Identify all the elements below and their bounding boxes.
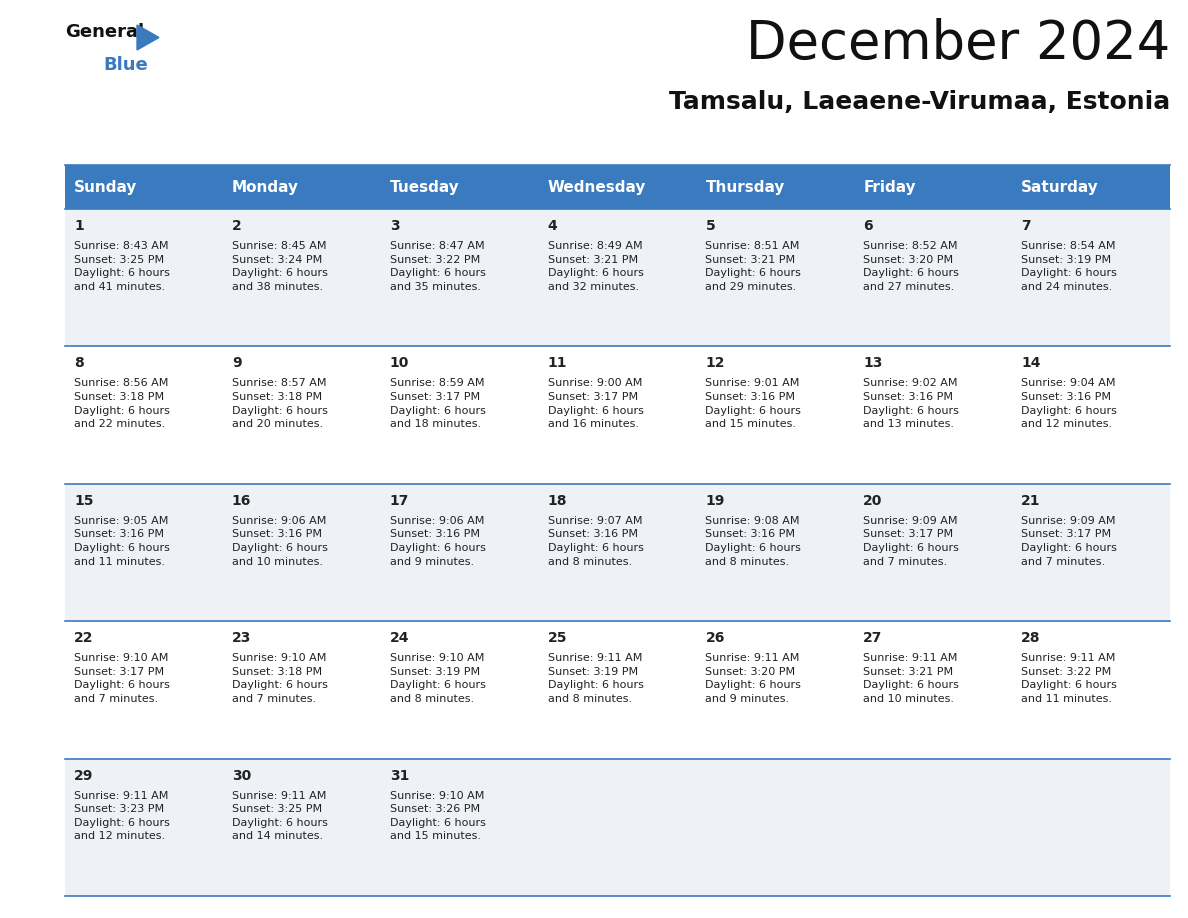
Text: 16: 16 <box>232 494 251 508</box>
Bar <box>696 165 854 209</box>
Text: Sunrise: 9:08 AM
Sunset: 3:16 PM
Daylight: 6 hours
and 8 minutes.: Sunrise: 9:08 AM Sunset: 3:16 PM Dayligh… <box>706 516 801 566</box>
Bar <box>223 165 380 209</box>
Bar <box>65 209 1170 346</box>
Bar <box>65 484 1170 621</box>
Bar <box>65 165 223 209</box>
Text: Sunrise: 9:02 AM
Sunset: 3:16 PM
Daylight: 6 hours
and 13 minutes.: Sunrise: 9:02 AM Sunset: 3:16 PM Dayligh… <box>864 378 959 430</box>
Text: Sunrise: 8:52 AM
Sunset: 3:20 PM
Daylight: 6 hours
and 27 minutes.: Sunrise: 8:52 AM Sunset: 3:20 PM Dayligh… <box>864 241 959 292</box>
Text: Sunrise: 9:10 AM
Sunset: 3:17 PM
Daylight: 6 hours
and 7 minutes.: Sunrise: 9:10 AM Sunset: 3:17 PM Dayligh… <box>74 654 170 704</box>
Text: Saturday: Saturday <box>1022 180 1099 195</box>
Text: 23: 23 <box>232 632 251 645</box>
Text: 26: 26 <box>706 632 725 645</box>
Text: 29: 29 <box>74 768 94 783</box>
Text: 22: 22 <box>74 632 94 645</box>
Text: 5: 5 <box>706 219 715 233</box>
Text: Sunrise: 9:06 AM
Sunset: 3:16 PM
Daylight: 6 hours
and 9 minutes.: Sunrise: 9:06 AM Sunset: 3:16 PM Dayligh… <box>390 516 486 566</box>
Text: Sunrise: 9:10 AM
Sunset: 3:26 PM
Daylight: 6 hours
and 15 minutes.: Sunrise: 9:10 AM Sunset: 3:26 PM Dayligh… <box>390 790 486 842</box>
Text: 8: 8 <box>74 356 83 370</box>
Text: 7: 7 <box>1022 219 1031 233</box>
Text: 14: 14 <box>1022 356 1041 370</box>
Text: Sunrise: 9:09 AM
Sunset: 3:17 PM
Daylight: 6 hours
and 7 minutes.: Sunrise: 9:09 AM Sunset: 3:17 PM Dayligh… <box>864 516 959 566</box>
Text: 11: 11 <box>548 356 567 370</box>
Bar <box>854 165 1012 209</box>
Text: Sunrise: 9:10 AM
Sunset: 3:19 PM
Daylight: 6 hours
and 8 minutes.: Sunrise: 9:10 AM Sunset: 3:19 PM Dayligh… <box>390 654 486 704</box>
Text: Monday: Monday <box>232 180 299 195</box>
Text: 3: 3 <box>390 219 399 233</box>
Text: Sunrise: 8:57 AM
Sunset: 3:18 PM
Daylight: 6 hours
and 20 minutes.: Sunrise: 8:57 AM Sunset: 3:18 PM Dayligh… <box>232 378 328 430</box>
Text: Sunrise: 9:06 AM
Sunset: 3:16 PM
Daylight: 6 hours
and 10 minutes.: Sunrise: 9:06 AM Sunset: 3:16 PM Dayligh… <box>232 516 328 566</box>
Text: 31: 31 <box>390 768 409 783</box>
Text: Sunrise: 9:11 AM
Sunset: 3:25 PM
Daylight: 6 hours
and 14 minutes.: Sunrise: 9:11 AM Sunset: 3:25 PM Dayligh… <box>232 790 328 842</box>
Bar <box>65 758 1170 896</box>
Text: 24: 24 <box>390 632 409 645</box>
Text: Sunrise: 8:43 AM
Sunset: 3:25 PM
Daylight: 6 hours
and 41 minutes.: Sunrise: 8:43 AM Sunset: 3:25 PM Dayligh… <box>74 241 170 292</box>
Text: Sunrise: 9:10 AM
Sunset: 3:18 PM
Daylight: 6 hours
and 7 minutes.: Sunrise: 9:10 AM Sunset: 3:18 PM Dayligh… <box>232 654 328 704</box>
Text: 1: 1 <box>74 219 83 233</box>
Text: 9: 9 <box>232 356 241 370</box>
Text: 19: 19 <box>706 494 725 508</box>
Text: 13: 13 <box>864 356 883 370</box>
Text: 2: 2 <box>232 219 241 233</box>
Text: Sunrise: 9:11 AM
Sunset: 3:23 PM
Daylight: 6 hours
and 12 minutes.: Sunrise: 9:11 AM Sunset: 3:23 PM Dayligh… <box>74 790 170 842</box>
Text: Sunrise: 8:56 AM
Sunset: 3:18 PM
Daylight: 6 hours
and 22 minutes.: Sunrise: 8:56 AM Sunset: 3:18 PM Dayligh… <box>74 378 170 430</box>
Bar <box>538 165 696 209</box>
Text: Sunrise: 8:51 AM
Sunset: 3:21 PM
Daylight: 6 hours
and 29 minutes.: Sunrise: 8:51 AM Sunset: 3:21 PM Dayligh… <box>706 241 801 292</box>
Text: Sunrise: 9:05 AM
Sunset: 3:16 PM
Daylight: 6 hours
and 11 minutes.: Sunrise: 9:05 AM Sunset: 3:16 PM Dayligh… <box>74 516 170 566</box>
Text: Friday: Friday <box>864 180 916 195</box>
Polygon shape <box>137 25 159 50</box>
Text: Sunrise: 8:47 AM
Sunset: 3:22 PM
Daylight: 6 hours
and 35 minutes.: Sunrise: 8:47 AM Sunset: 3:22 PM Dayligh… <box>390 241 486 292</box>
Bar <box>380 165 538 209</box>
Text: Thursday: Thursday <box>706 180 785 195</box>
Text: Sunrise: 8:45 AM
Sunset: 3:24 PM
Daylight: 6 hours
and 38 minutes.: Sunrise: 8:45 AM Sunset: 3:24 PM Dayligh… <box>232 241 328 292</box>
Text: 28: 28 <box>1022 632 1041 645</box>
Text: Blue: Blue <box>103 56 147 74</box>
Text: 6: 6 <box>864 219 873 233</box>
Text: 20: 20 <box>864 494 883 508</box>
Text: Sunday: Sunday <box>74 180 138 195</box>
Text: 25: 25 <box>548 632 567 645</box>
Text: 18: 18 <box>548 494 567 508</box>
Text: Sunrise: 8:49 AM
Sunset: 3:21 PM
Daylight: 6 hours
and 32 minutes.: Sunrise: 8:49 AM Sunset: 3:21 PM Dayligh… <box>548 241 644 292</box>
Text: Sunrise: 8:54 AM
Sunset: 3:19 PM
Daylight: 6 hours
and 24 minutes.: Sunrise: 8:54 AM Sunset: 3:19 PM Dayligh… <box>1022 241 1117 292</box>
Text: Sunrise: 9:07 AM
Sunset: 3:16 PM
Daylight: 6 hours
and 8 minutes.: Sunrise: 9:07 AM Sunset: 3:16 PM Dayligh… <box>548 516 644 566</box>
Text: Wednesday: Wednesday <box>548 180 646 195</box>
Text: 15: 15 <box>74 494 94 508</box>
Text: Sunrise: 9:11 AM
Sunset: 3:21 PM
Daylight: 6 hours
and 10 minutes.: Sunrise: 9:11 AM Sunset: 3:21 PM Dayligh… <box>864 654 959 704</box>
Text: Sunrise: 9:11 AM
Sunset: 3:19 PM
Daylight: 6 hours
and 8 minutes.: Sunrise: 9:11 AM Sunset: 3:19 PM Dayligh… <box>548 654 644 704</box>
Text: 17: 17 <box>390 494 409 508</box>
Text: 4: 4 <box>548 219 557 233</box>
Text: Sunrise: 9:01 AM
Sunset: 3:16 PM
Daylight: 6 hours
and 15 minutes.: Sunrise: 9:01 AM Sunset: 3:16 PM Dayligh… <box>706 378 801 430</box>
Text: Sunrise: 9:09 AM
Sunset: 3:17 PM
Daylight: 6 hours
and 7 minutes.: Sunrise: 9:09 AM Sunset: 3:17 PM Dayligh… <box>1022 516 1117 566</box>
Text: 12: 12 <box>706 356 725 370</box>
Text: 10: 10 <box>390 356 409 370</box>
Text: General: General <box>65 23 144 41</box>
Text: Sunrise: 8:59 AM
Sunset: 3:17 PM
Daylight: 6 hours
and 18 minutes.: Sunrise: 8:59 AM Sunset: 3:17 PM Dayligh… <box>390 378 486 430</box>
Text: 27: 27 <box>864 632 883 645</box>
Text: 30: 30 <box>232 768 251 783</box>
Text: Tuesday: Tuesday <box>390 180 460 195</box>
Bar <box>65 621 1170 758</box>
Text: 21: 21 <box>1022 494 1041 508</box>
Text: Tamsalu, Laeaene-Virumaa, Estonia: Tamsalu, Laeaene-Virumaa, Estonia <box>669 90 1170 114</box>
Text: Sunrise: 9:11 AM
Sunset: 3:22 PM
Daylight: 6 hours
and 11 minutes.: Sunrise: 9:11 AM Sunset: 3:22 PM Dayligh… <box>1022 654 1117 704</box>
Text: Sunrise: 9:00 AM
Sunset: 3:17 PM
Daylight: 6 hours
and 16 minutes.: Sunrise: 9:00 AM Sunset: 3:17 PM Dayligh… <box>548 378 644 430</box>
Bar <box>65 346 1170 484</box>
Text: December 2024: December 2024 <box>746 18 1170 70</box>
Text: Sunrise: 9:04 AM
Sunset: 3:16 PM
Daylight: 6 hours
and 12 minutes.: Sunrise: 9:04 AM Sunset: 3:16 PM Dayligh… <box>1022 378 1117 430</box>
Text: Sunrise: 9:11 AM
Sunset: 3:20 PM
Daylight: 6 hours
and 9 minutes.: Sunrise: 9:11 AM Sunset: 3:20 PM Dayligh… <box>706 654 801 704</box>
Bar <box>1012 165 1170 209</box>
